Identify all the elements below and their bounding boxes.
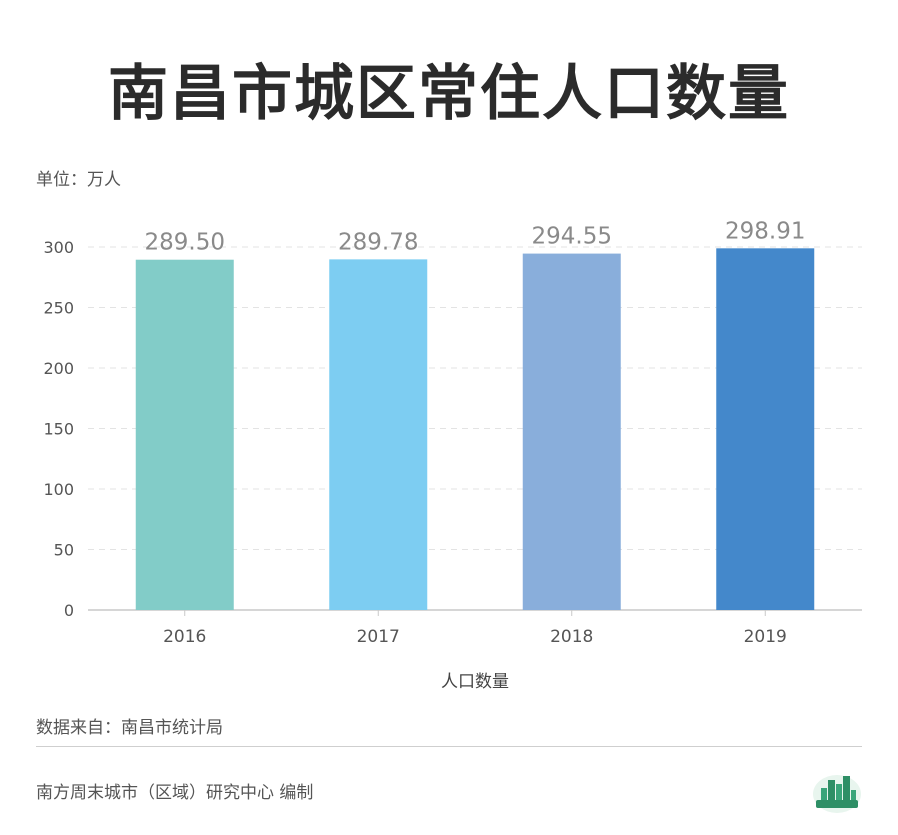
bar xyxy=(135,259,234,610)
credit-note: 南方周末城市（区域）研究中心 编制 xyxy=(36,783,314,803)
footer-divider xyxy=(36,746,862,747)
x-axis-title: 人口数量 xyxy=(441,672,509,692)
source-note: 数据来自：南昌市统计局 xyxy=(36,718,223,738)
chart-title: 南昌市城区常住人口数量 xyxy=(108,59,790,129)
bar xyxy=(716,248,815,610)
x-tick-label: 2019 xyxy=(744,627,787,647)
data-label: 289.50 xyxy=(145,230,225,256)
x-tick-label: 2018 xyxy=(550,627,593,647)
bar xyxy=(522,253,621,611)
y-tick-label: 300 xyxy=(43,238,74,257)
bar xyxy=(329,259,428,610)
y-tick-label: 0 xyxy=(64,601,74,620)
y-tick-label: 200 xyxy=(43,359,74,378)
data-label: 298.91 xyxy=(725,218,805,244)
x-tick-label: 2016 xyxy=(163,627,206,647)
unit-label: 单位：万人 xyxy=(36,170,121,190)
y-tick-label: 150 xyxy=(43,420,74,439)
y-tick-label: 100 xyxy=(43,480,74,499)
data-label: 294.55 xyxy=(532,224,612,250)
city-skyline-logo-icon xyxy=(813,775,861,813)
y-tick-label: 50 xyxy=(54,541,74,560)
x-tick-label: 2017 xyxy=(357,627,400,647)
bar-chart: 0 50 100 150 200 250 300 289.50 2016 289.78 2017 29… xyxy=(43,218,862,692)
y-tick-label: 250 xyxy=(43,299,74,318)
data-label: 289.78 xyxy=(338,229,418,255)
